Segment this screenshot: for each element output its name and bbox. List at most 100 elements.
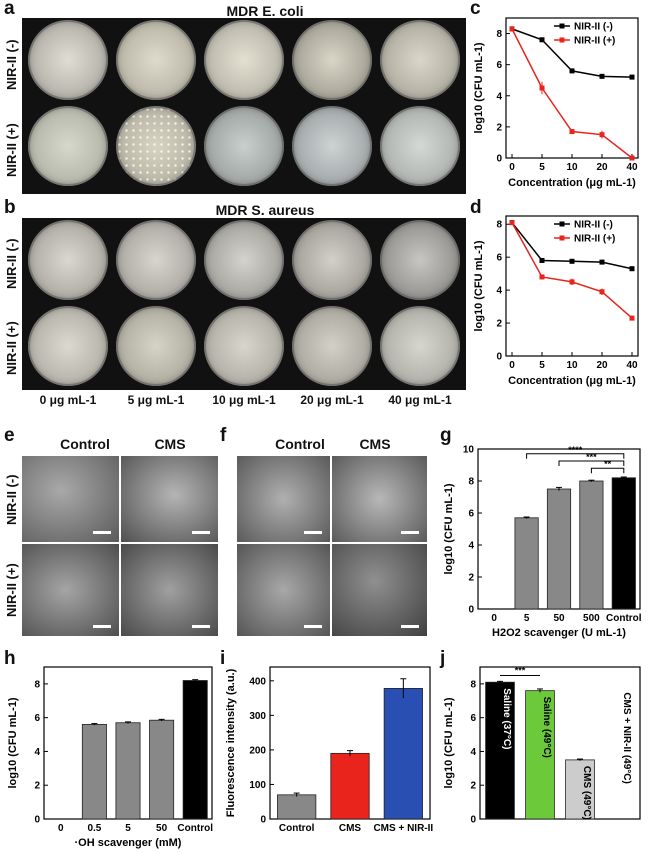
chart-c-point [509,26,515,32]
chart-g-xlabel: H2O2 scavenger (U mL-1) [492,627,626,639]
dish-a-r0-c2 [204,20,284,100]
chart-d-legend-label: NIR-II (+) [574,234,615,245]
chart-c-xtick-label: 5 [539,162,545,173]
chart-d-point [569,279,575,285]
chart-d-frame [505,215,639,357]
panel-b-row-neg: NIR-II (-) [4,238,19,290]
concentration-label: 5 μg mL-1 [127,393,185,407]
panel-a-row-neg: NIR-II (-) [4,39,19,91]
chart-j: 0 2 4 6 8 Saline (37°C) Saline (49°C) CMS (49°C… [443,665,641,826]
chart-j-ytick-label: 6 [470,713,476,724]
chart-j-significance-label: *** [515,665,526,675]
chart-d-xlabel: Concentration (μg mL-1) [508,375,636,387]
panel-label-c: c [470,0,481,19]
dish-b-r1-c3 [292,306,372,386]
chart-j-bar-label: Saline (37°C) [501,688,512,749]
chart-i-ytick-label: 0 [260,815,266,826]
chart-c-point [599,132,605,138]
chart-d-xtick-label: 10 [566,360,578,371]
chart-c-xtick-label: 10 [566,162,578,173]
chart-d-xtick-label: 0 [509,360,515,371]
chart-j-bar [485,681,515,820]
chart-c-point [629,155,635,161]
sem-e-cms-pos [121,544,218,636]
chart-g-significance-bracket [558,460,625,466]
chart-c-legend-marker [559,23,565,29]
chart-d-ytick-label: 4 [496,286,502,297]
panel-b-title: MDR S. aureus [215,202,315,218]
panel-label-j: j [440,648,446,669]
sem-e-cms-neg [121,456,218,542]
chart-c-xtick-label: 20 [596,162,608,173]
chart-g-xtick-label: 0 [491,613,497,624]
chart-h-xtick-label: 50 [156,823,168,834]
panel-f-col-control: Control [275,436,325,452]
chart-c-ytick-label: 2 [496,122,502,133]
chart-c-ylabel: log10 (CFU mL-1) [473,42,485,133]
dish-a-r0-c3 [292,20,372,100]
chart-g-ytick-label: 8 [468,477,474,488]
chart-c-ytick-label: 0 [496,154,502,165]
panel-f-col-cms: CMS [359,436,391,452]
sem-f-cms-neg [332,456,427,542]
chart-c-ytick-label: 8 [496,29,502,40]
sem-f-control-neg [237,456,330,542]
dish-a-r1-c0 [28,106,108,186]
chart-g-ylabel: log10 (CFU mL-1) [443,483,455,574]
dish-b-r1-c4 [380,306,460,386]
chart-h-ytick-label: 8 [34,679,40,690]
chart-g-significance-label: *** [586,452,597,462]
concentration-label: 20 μg mL-1 [300,393,364,407]
chart-h-xlabel: ·OH scavenger (mM) [75,837,182,849]
dish-a-r1-c1 [116,106,196,186]
chart-h-xtick-label: 0 [58,823,64,834]
chart-j-ytick-label: 4 [470,747,476,758]
chart-h-ytick-label: 4 [34,747,40,758]
chart-j-bar-label: CMS (49°C) [581,766,592,820]
sem-f-control-pos [237,544,330,636]
chart-d-point [599,259,605,265]
chart-j-bar [565,759,595,820]
chart-c-frame [505,17,639,159]
chart-i-ylabel: Fluorescence intensity (a.u.) [225,668,237,817]
chart-d-ytick-label: 2 [496,319,502,330]
chart-i-xtick-label: Control [279,823,315,834]
dish-b-r0-c3 [292,220,372,300]
chart-i: 0 100 200 300 400 Control CMS CMS + NIR-II Fluor… [225,666,433,834]
chart-h-bar [182,680,208,820]
panel-a-row-pos: NIR-II (+) [4,123,19,177]
chart-i-ytick-label: 300 [249,711,266,722]
chart-h-ytick-label: 6 [34,713,40,724]
chart-c-xtick-label: 40 [626,162,638,173]
panel-label-a: a [4,0,15,19]
panel-e-row-neg: NIR-II (-) [4,474,19,526]
chart-g: 0 2 4 6 8 10 0 5 50 500 Control H2O2 scavenger (U m… [443,445,642,640]
chart-d-ytick-label: 0 [496,352,502,363]
chart-j-ylabel: log10 (CFU mL-1) [443,697,455,788]
chart-d-point [569,258,575,264]
chart-d: 0 2 4 6 8 0 5 10 20 40 NIR-II (-) NIR-II (+) Concent… [473,215,639,387]
chart-g-xtick-label: 500 [583,613,600,624]
dish-a-r0-c4 [380,20,460,100]
chart-d-xtick-label: 20 [596,360,608,371]
panel-e-row-pos: NIR-II (+) [4,563,19,617]
chart-d-legend-label: NIR-II (-) [574,220,613,231]
dish-b-r1-c2 [204,306,284,386]
panel-label-g: g [440,425,452,446]
chart-i-xtick-label: CMS [339,823,362,834]
dish-a-r0-c0 [28,20,108,100]
chart-d-point [629,266,635,272]
chart-d-legend-marker [559,221,565,227]
chart-d-ytick-label: 8 [496,220,502,231]
chart-d-ytick-label: 6 [496,253,502,264]
panel-b-row-pos: NIR-II (+) [4,321,19,375]
chart-g-ytick-label: 10 [463,445,475,456]
chart-g-significance-label: ** [604,459,612,469]
chart-h-xtick-label: 5 [125,823,131,834]
panel-a-title: MDR E. coli [226,3,304,19]
panel-label-f: f [220,425,227,446]
chart-c: 0 2 4 6 8 0 5 10 20 40 NIR-II (-) NIR-II (+) Concent… [473,17,639,189]
chart-h-xtick-label: 0.5 [87,823,101,834]
chart-c-point [629,74,635,80]
chart-g-significance-bracket [590,467,625,474]
